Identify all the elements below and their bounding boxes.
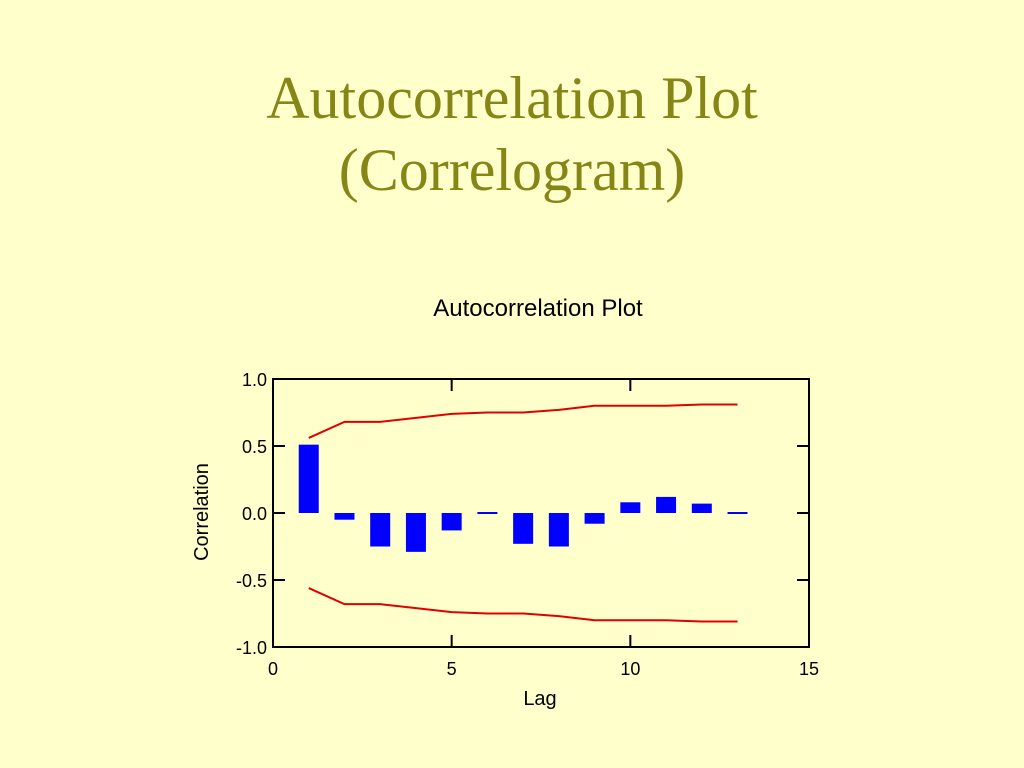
x-tick-label: 5 — [447, 659, 457, 679]
plot-area: 0 5 10 15 -1.0 -0.5 0.0 0.5 1.0 — [236, 370, 819, 679]
x-tick-label: 0 — [268, 659, 278, 679]
chart-title: Autocorrelation Plot — [433, 295, 643, 322]
acf-bar — [727, 512, 748, 514]
y-tick-label: -0.5 — [236, 571, 267, 591]
acf-bar — [334, 513, 355, 520]
acf-bar — [548, 513, 569, 547]
slide-title-line-1: Autocorrelation Plot — [266, 65, 758, 131]
acf-bar — [298, 444, 319, 513]
slide-title: Autocorrelation Plot (Correlogram) — [0, 62, 1024, 206]
x-axis-label: Lag — [523, 688, 556, 710]
acf-bar — [584, 513, 605, 524]
acf-bar — [656, 496, 677, 513]
upper-confidence-line — [308, 403, 738, 439]
y-tick-label: 0.0 — [242, 504, 267, 524]
x-tick-label: 10 — [620, 659, 640, 679]
y-tick-label: 1.0 — [242, 370, 267, 390]
acf-bar — [405, 513, 426, 552]
slide-title-line-2: (Correlogram) — [338, 137, 686, 203]
y-tick-label: -1.0 — [236, 638, 267, 658]
x-tick-label: 15 — [799, 659, 819, 679]
acf-bar — [513, 513, 534, 544]
acf-bar — [691, 503, 712, 513]
lower-confidence-line — [308, 587, 738, 623]
acf-bar — [620, 502, 641, 513]
acf-bar — [370, 513, 391, 547]
y-axis-label: Correlation — [191, 463, 213, 561]
acf-bar — [477, 512, 498, 514]
acf-bar — [441, 513, 462, 531]
y-tick-label: 0.5 — [242, 437, 267, 457]
